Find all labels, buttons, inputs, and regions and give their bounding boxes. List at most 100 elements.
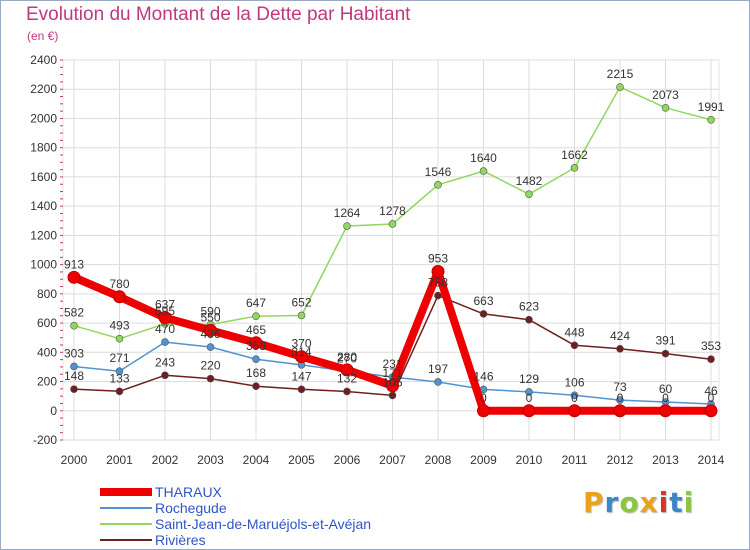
legend-label-saint-jean: Saint-Jean-de-Maruéjols-et-Avéjan [155, 516, 372, 532]
data-label-saint-jean: 652 [291, 295, 311, 309]
data-point-rivieres [161, 371, 169, 380]
data-label-saint-jean: 1991 [698, 100, 725, 114]
y-tick-label: 2400 [30, 53, 57, 67]
x-tick-label: 2012 [607, 453, 634, 467]
data-point-rivieres [570, 341, 579, 350]
data-point-rivieres [206, 374, 215, 383]
y-tick-label: 600 [37, 316, 57, 330]
data-point-tharaux [67, 270, 81, 284]
data-point-rivieres [434, 291, 442, 300]
data-label-tharaux: 0 [617, 391, 624, 405]
data-point-rochegude [252, 355, 260, 363]
data-label-rivieres: 133 [109, 371, 129, 385]
data-label-rochegude: 106 [564, 375, 584, 389]
data-label-rivieres: 353 [701, 339, 721, 353]
data-label-tharaux: 0 [480, 391, 487, 405]
data-point-saint-jean [707, 115, 715, 124]
x-tick-label: 2002 [152, 453, 179, 467]
data-label-saint-jean: 1546 [425, 165, 452, 179]
legend-swatch-saint-jean [100, 523, 152, 525]
legend-item-saint-jean: Saint-Jean-de-Maruéjols-et-Avéjan [100, 516, 460, 532]
data-label-rivieres: 147 [291, 369, 311, 383]
data-label-saint-jean: 590 [200, 305, 220, 319]
data-point-saint-jean [252, 312, 260, 321]
data-label-tharaux: 0 [571, 391, 578, 405]
data-label-rochegude: 353 [246, 339, 266, 353]
data-point-saint-jean [70, 321, 78, 330]
data-label-rivieres: 623 [519, 300, 539, 314]
data-label-rivieres: 220 [200, 359, 220, 373]
data-point-saint-jean [616, 83, 624, 91]
y-tick-label: 2000 [30, 111, 57, 125]
data-point-rochegude [115, 367, 124, 375]
data-label-rivieres: 105 [382, 375, 402, 389]
data-label-rivieres: 788 [428, 276, 448, 290]
data-point-rivieres [388, 391, 397, 400]
legend: THARAUX Rochegude Saint-Jean-de-Maruéjol… [100, 484, 460, 548]
data-point-saint-jean [570, 164, 579, 172]
data-point-tharaux [431, 264, 445, 278]
x-tick-label: 2004 [243, 453, 270, 467]
data-label-rochegude: 314 [291, 345, 311, 359]
data-label-saint-jean: 493 [109, 319, 129, 333]
data-label-tharaux: 780 [109, 277, 129, 291]
data-point-tharaux [158, 311, 172, 325]
data-point-rivieres [343, 387, 351, 396]
data-label-rochegude: 271 [109, 351, 129, 365]
data-label-saint-jean: 1264 [334, 206, 361, 220]
data-point-saint-jean [343, 222, 351, 230]
data-point-saint-jean [115, 334, 124, 343]
x-tick-label: 2003 [197, 453, 224, 467]
data-label-tharaux: 0 [526, 391, 533, 405]
x-tick-label: 2014 [698, 453, 725, 467]
data-label-rochegude: 46 [704, 384, 718, 398]
y-tick-label: -200 [33, 433, 57, 447]
y-tick-label: 1600 [30, 170, 57, 184]
data-label-rochegude: 270 [337, 351, 357, 365]
data-point-tharaux [113, 290, 126, 304]
data-label-rochegude: 60 [659, 382, 673, 396]
y-tick-label: 800 [37, 287, 57, 301]
data-point-tharaux [340, 363, 354, 377]
data-label-rochegude: 231 [382, 357, 402, 371]
legend-label-rivieres: Rivières [155, 532, 206, 548]
data-label-tharaux: 0 [708, 391, 715, 405]
data-label-rivieres: 391 [655, 334, 675, 348]
data-point-rivieres [661, 349, 670, 358]
data-label-rivieres: 448 [564, 325, 584, 339]
data-point-tharaux [704, 404, 718, 418]
x-tick-label: 2010 [516, 453, 543, 467]
data-point-rochegude [70, 362, 78, 371]
data-point-tharaux [613, 404, 627, 418]
x-tick-label: 2011 [562, 453, 588, 467]
data-label-tharaux: 550 [200, 310, 220, 324]
data-label-rivieres: 148 [64, 369, 84, 383]
y-tick-label: 400 [37, 345, 57, 359]
data-point-rivieres [297, 385, 306, 394]
y-tick-label: 0 [50, 404, 57, 418]
y-tick-label: 2200 [30, 82, 57, 96]
data-point-rivieres [707, 355, 715, 363]
data-label-saint-jean: 595 [155, 304, 175, 318]
data-label-tharaux: 171 [382, 366, 402, 380]
data-point-rochegude [206, 343, 215, 351]
data-point-rivieres [252, 382, 260, 391]
data-label-tharaux: 953 [428, 251, 448, 265]
x-tick-label: 2000 [61, 453, 88, 467]
data-label-rivieres: 243 [155, 355, 175, 369]
data-label-rivieres: 168 [246, 366, 266, 380]
data-point-rivieres [525, 315, 533, 324]
data-label-tharaux: 370 [291, 337, 311, 351]
x-tick-label: 2009 [470, 453, 497, 467]
legend-label-tharaux: THARAUX [155, 484, 222, 500]
x-tick-label: 2006 [334, 453, 361, 467]
y-tick-label: 1800 [30, 141, 57, 155]
data-point-rochegude [161, 338, 169, 346]
data-point-rochegude [570, 391, 579, 400]
y-tick-label: 1000 [30, 258, 57, 272]
data-label-rivieres: 424 [610, 329, 630, 343]
data-point-rivieres [479, 310, 488, 318]
data-point-rochegude [434, 378, 442, 386]
